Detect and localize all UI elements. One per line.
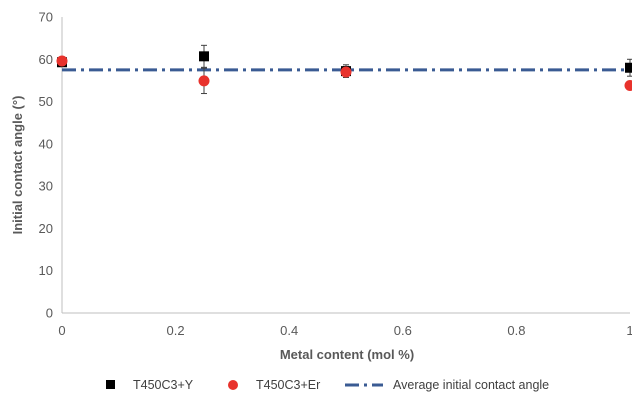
plot-area: 0 10 20 30 40 50 60 70 0 0.2 0.4 0.6 0.8 1 (39, 10, 632, 338)
legend-marker-square (106, 380, 115, 389)
data-point-circle (198, 75, 210, 87)
legend-label-average: Average initial contact angle (393, 378, 549, 392)
y-tick-label: 0 (46, 306, 53, 321)
legend: T450C3+Y T450C3+Er Average initial conta… (106, 378, 549, 392)
x-tick-label: 1 (626, 323, 632, 338)
y-tick-label: 30 (39, 179, 53, 194)
legend-label-y: T450C3+Y (133, 378, 194, 392)
x-tick-label: 0 (58, 323, 65, 338)
data-point-circle (56, 55, 68, 67)
x-axis-title: Metal content (mol %) (280, 347, 414, 362)
x-tick-label: 0.4 (280, 323, 298, 338)
y-axis-title: Initial contact angle (°) (10, 96, 25, 235)
x-tick-label: 0.8 (507, 323, 525, 338)
y-tick-label: 60 (39, 52, 53, 67)
data-point-circle (340, 66, 352, 78)
x-tick-label: 0.2 (167, 323, 185, 338)
y-tick-label: 50 (39, 94, 53, 109)
legend-marker-circle (228, 380, 238, 390)
y-tick-label: 20 (39, 221, 53, 236)
y-tick-label: 40 (39, 136, 53, 151)
data-point-square (199, 51, 209, 62)
data-point-circle (624, 80, 632, 92)
data-point-square (625, 62, 632, 73)
legend-label-er: T450C3+Er (256, 378, 320, 392)
y-tick-label: 70 (39, 10, 53, 25)
x-tick-label: 0.6 (394, 323, 412, 338)
y-tick-label: 10 (39, 263, 53, 278)
